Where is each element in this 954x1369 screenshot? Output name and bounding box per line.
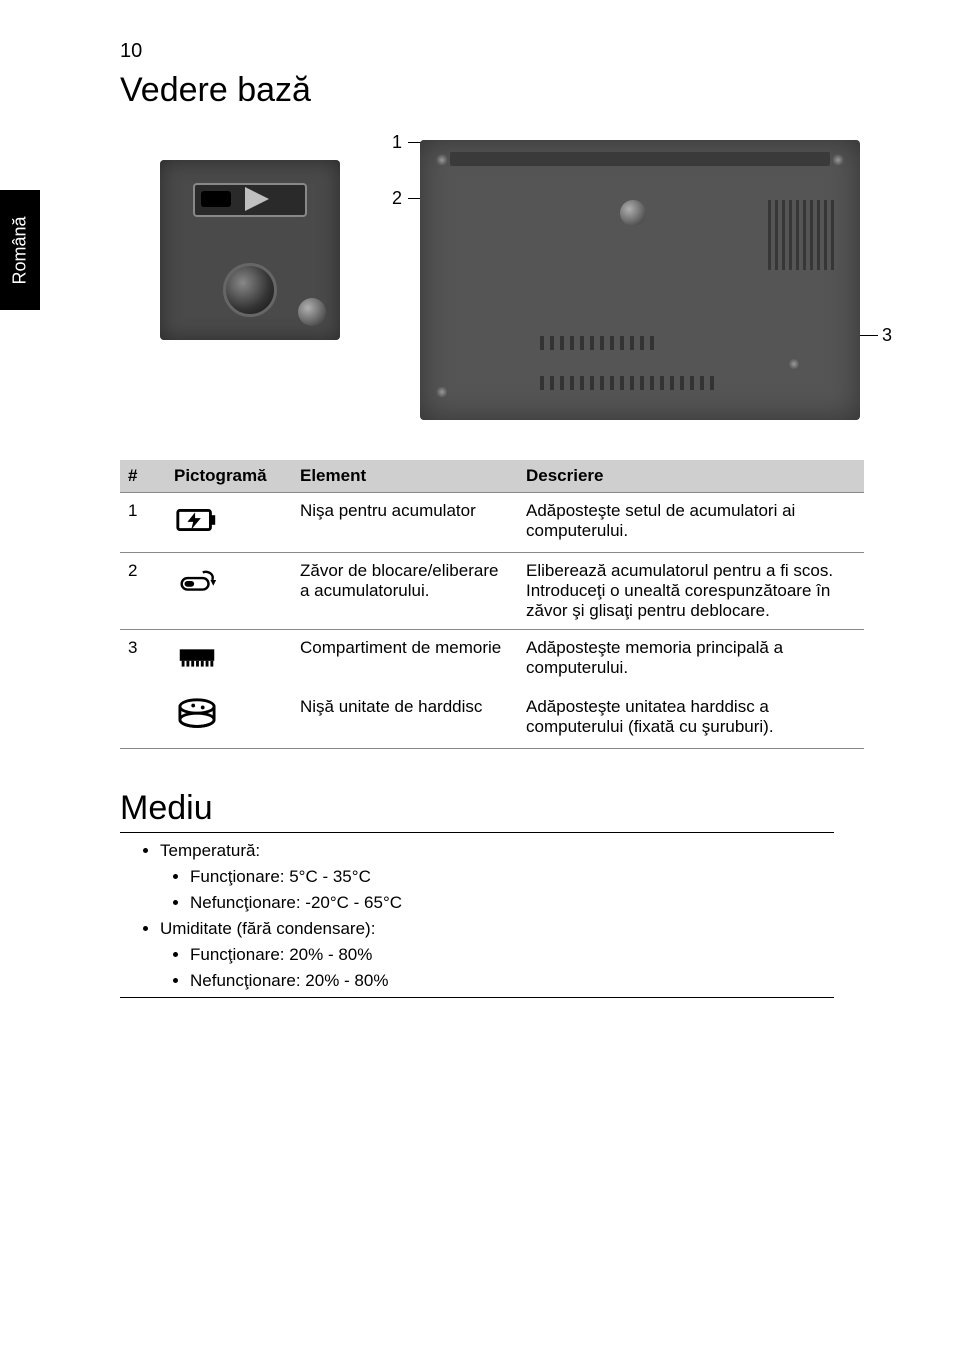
env-hum-op: Funcţionare: 20% - 80%: [190, 945, 834, 965]
figure-latch: [193, 183, 307, 217]
env-humidity: Umiditate (fără condensare): Funcţionare…: [160, 919, 834, 991]
table-row: 2 Zăvor de blocare/eliberare a acumulato…: [120, 553, 864, 630]
page: 10 Română Vedere bază 1 2 3: [0, 0, 954, 1369]
env-temp-op: Funcţionare: 5°C - 35°C: [190, 867, 834, 887]
cell-element: Zăvor de blocare/eliberare a acumulatoru…: [292, 553, 518, 630]
cell-element: Compartiment de memorie: [292, 630, 518, 690]
env-humidity-label: Umiditate (fără condensare):: [160, 919, 375, 938]
cell-desc: Eliberează acumulatorul pentru a fi scos…: [518, 553, 864, 630]
figure-knob: [298, 298, 326, 326]
cell-icon: [166, 553, 292, 630]
cell-icon: [166, 493, 292, 553]
th-desc: Descriere: [518, 460, 864, 493]
env-temp-nonop: Nefuncţionare: -20°C - 65°C: [190, 893, 834, 913]
callout-3: 3: [882, 325, 892, 346]
table-row: 3 Compartiment de memo: [120, 630, 864, 690]
cell-desc: Adăposteşte setul de acumulatori ai comp…: [518, 493, 864, 553]
env-temp: Temperatură: Funcţionare: 5°C - 35°C Nef…: [160, 841, 834, 913]
cell-desc: Adăposteşte unitatea harddisc a computer…: [518, 689, 864, 749]
figure-lens: [223, 263, 277, 317]
language-tab-label: Română: [10, 216, 31, 284]
language-tab: Română: [0, 190, 40, 310]
spec-table-block: # Pictogramă Element Descriere 1: [120, 460, 864, 749]
th-num: #: [120, 460, 166, 493]
th-icon: Pictogramă: [166, 460, 292, 493]
callout-2: 2: [392, 188, 402, 209]
cell-icon: [166, 689, 292, 749]
latch-icon: [174, 561, 220, 599]
cell-icon: [166, 630, 292, 690]
section-title-environment: Mediu: [120, 789, 894, 828]
figure-detail-left: [160, 160, 340, 340]
section-title-base-view: Vedere bază: [120, 71, 894, 110]
page-number: 10: [120, 40, 894, 63]
th-element: Element: [292, 460, 518, 493]
cell-num: 2: [120, 553, 166, 630]
cell-desc: Adăposteşte memoria principală a compute…: [518, 630, 864, 690]
divider: [120, 997, 834, 998]
cell-num: 3: [120, 630, 166, 690]
env-temp-label: Temperatură:: [160, 841, 260, 860]
table-row: Nişă unitate de harddisc Adăposteşte uni…: [120, 689, 864, 749]
hdd-icon: [174, 697, 220, 735]
table-row: 1 Nişa pentru acumulator Adăposteşte set…: [120, 493, 864, 553]
memory-icon: [174, 638, 220, 676]
environment-list: Temperatură: Funcţionare: 5°C - 35°C Nef…: [140, 841, 834, 991]
spec-table: # Pictogramă Element Descriere 1: [120, 460, 864, 749]
table-header-row: # Pictogramă Element Descriere: [120, 460, 864, 493]
base-view-figure: 1 2 3: [160, 130, 894, 430]
cell-element: Nişă unitate de harddisc: [292, 689, 518, 749]
env-hum-nonop: Nefuncţionare: 20% - 80%: [190, 971, 834, 991]
divider: [120, 832, 834, 833]
figure-base-panel: [420, 140, 860, 420]
cell-element: Nişa pentru acumulator: [292, 493, 518, 553]
battery-icon: [174, 501, 220, 539]
cell-num: [120, 689, 166, 749]
cell-num: 1: [120, 493, 166, 553]
callout-1: 1: [392, 132, 402, 153]
